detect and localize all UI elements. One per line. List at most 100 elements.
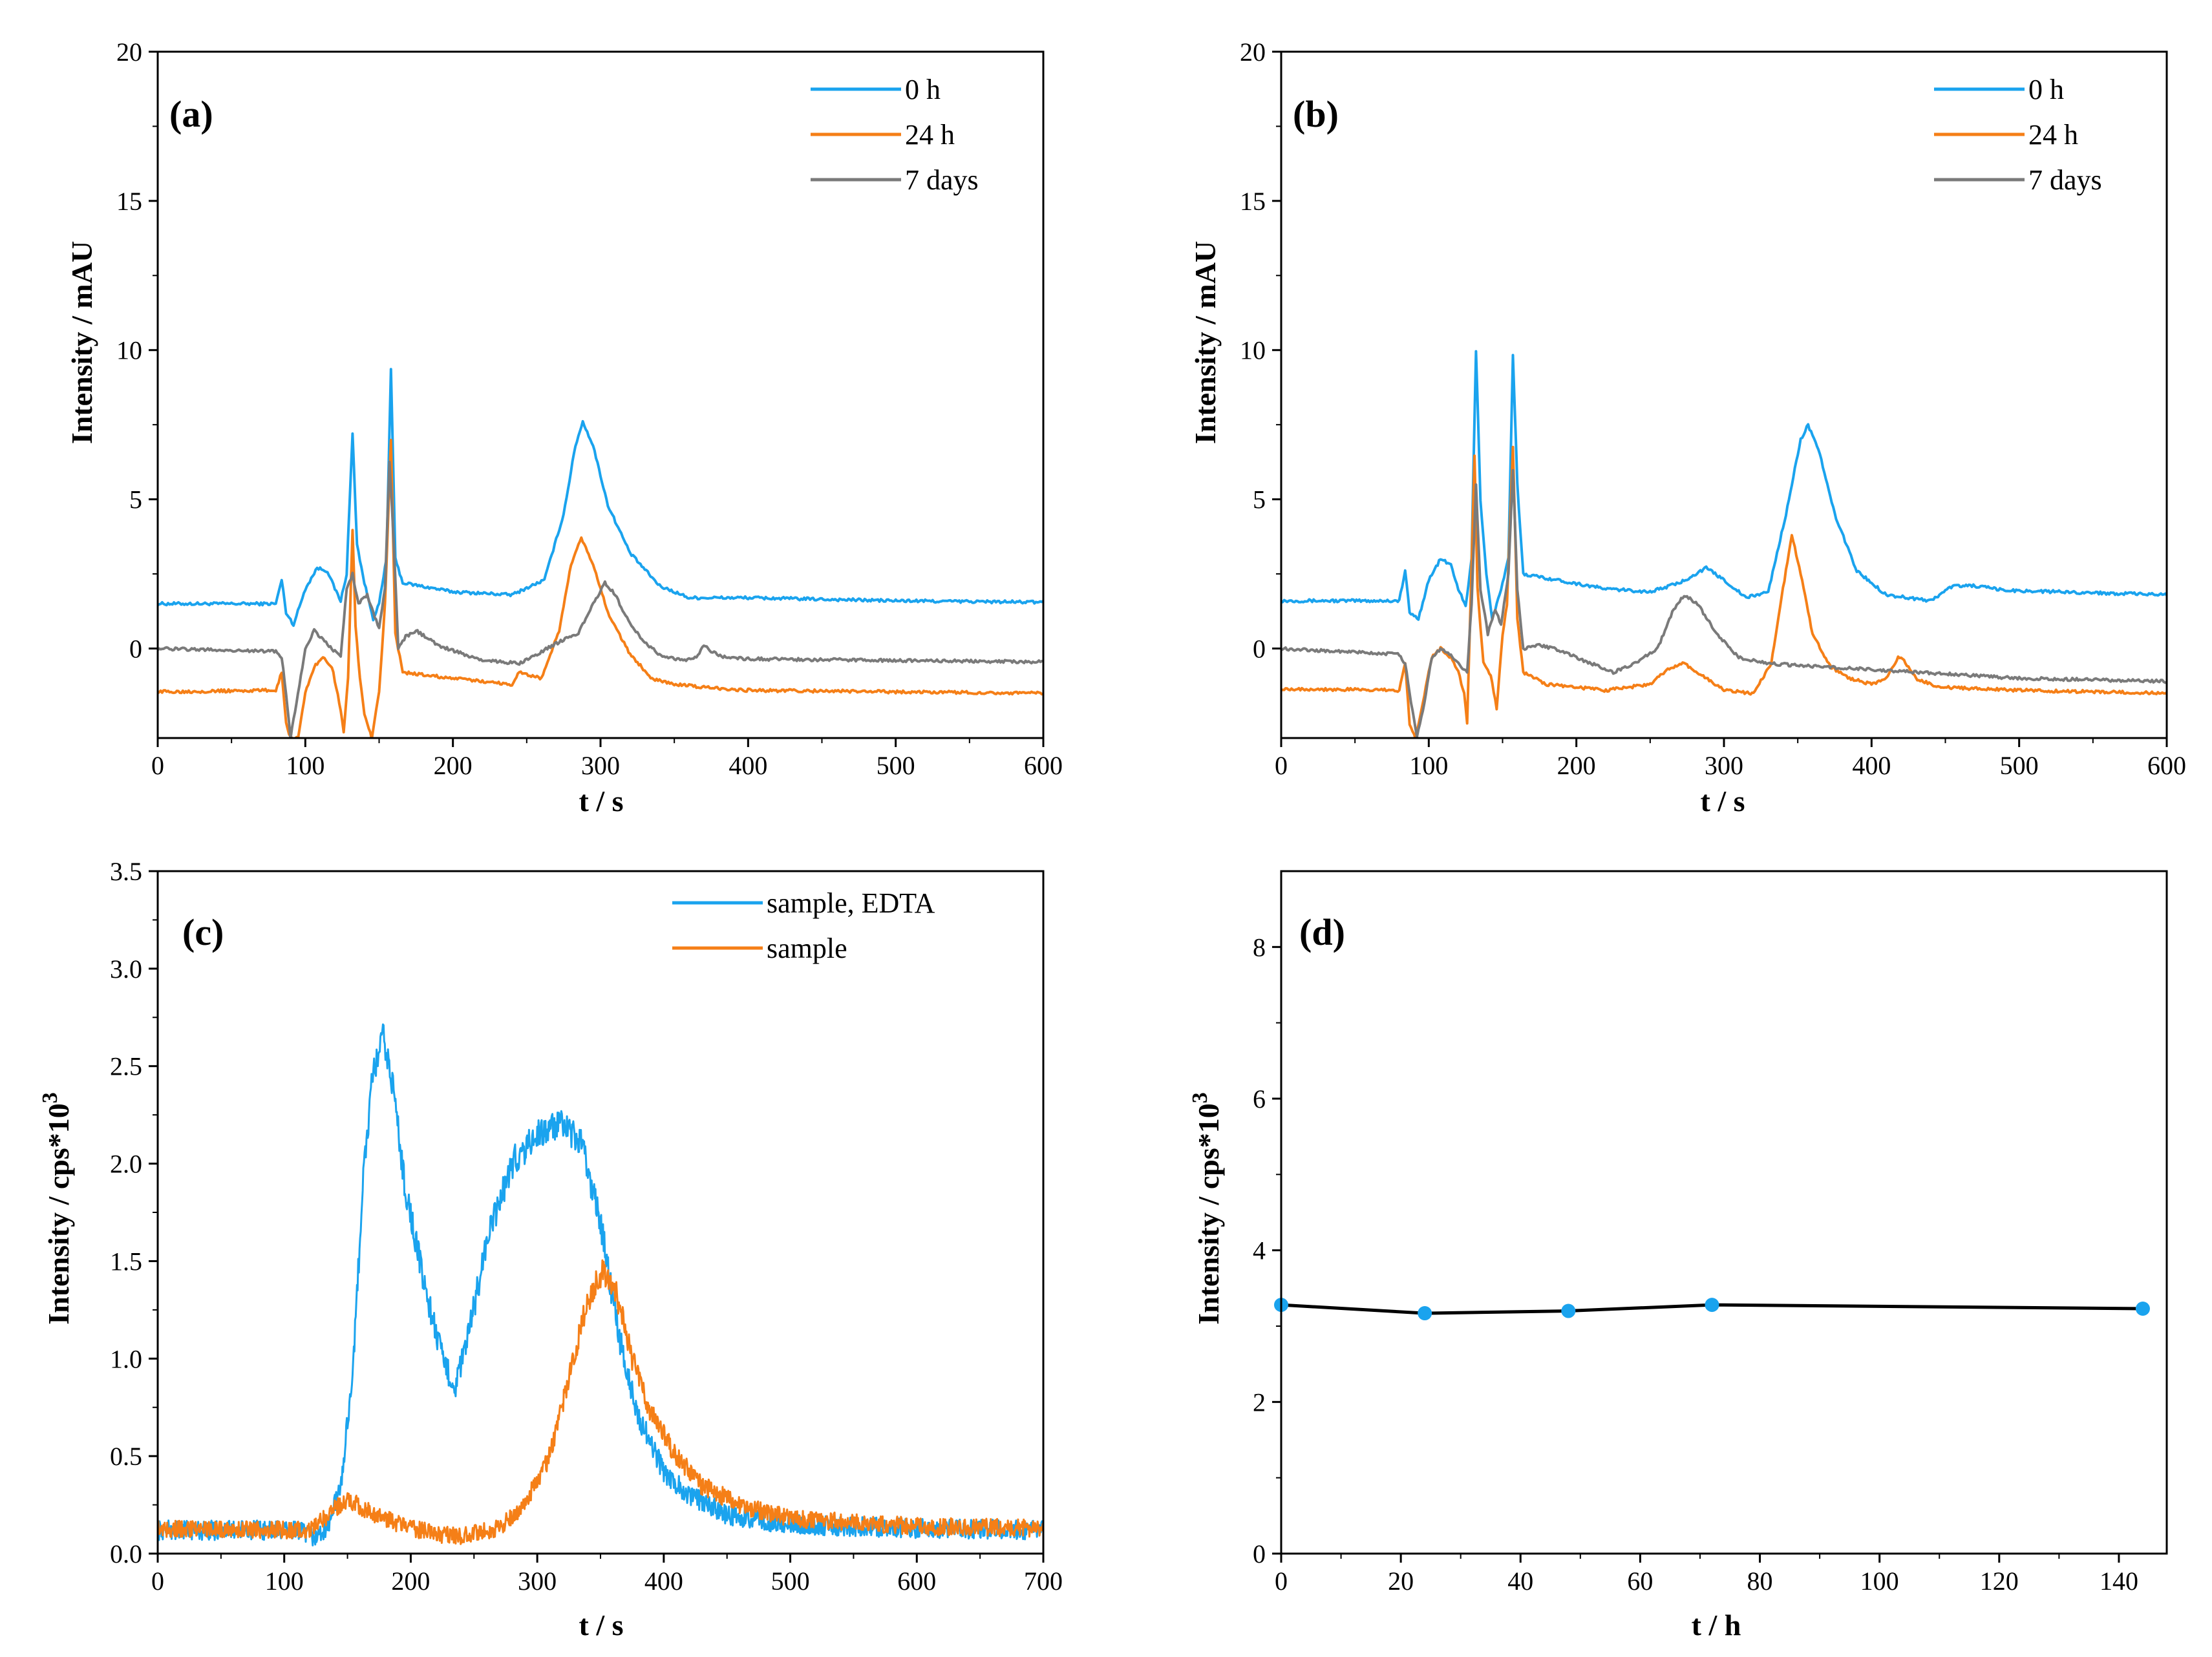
data-point-d-1	[1418, 1306, 1432, 1321]
legend-label-a-1: 24 h	[905, 119, 955, 151]
y-tick-d-1: 2	[1253, 1388, 1266, 1417]
plot-b-series	[1281, 350, 2167, 738]
legend-label-b-1: 24 h	[2028, 119, 2078, 151]
x-tick-c-6: 600	[897, 1567, 936, 1596]
y-tick-c-4: 2.0	[110, 1150, 142, 1179]
y-axis-label-c-text: Intensity / cps*10	[42, 1103, 75, 1324]
legend-label-b-0: 0 h	[2028, 74, 2064, 105]
y-tick-b-4: 20	[1240, 37, 1266, 67]
plot-frame-b	[1280, 50, 2168, 739]
data-point-d-2	[1561, 1303, 1576, 1318]
plot-frame-d	[1280, 870, 2168, 1555]
y-tick-b-0: 0	[1253, 634, 1266, 663]
panel-label-c: (c)	[182, 911, 224, 953]
legend-b: 0 h 24 h 7 days	[1934, 74, 2102, 196]
plot-c-axes: 0 100 200 300 400 500 600 700 0.0 0.5 1.0 1.5 2.0 2.5…	[110, 857, 1063, 1596]
plot-a-series	[158, 368, 1043, 738]
x-tick-c-4: 400	[644, 1567, 683, 1596]
x-tick-a-0: 0	[151, 751, 164, 780]
y-tick-a-4: 20	[116, 37, 142, 67]
series-line-a-0-h	[158, 368, 1043, 628]
y-tick-c-5: 2.5	[110, 1052, 142, 1081]
y-tick-c-1: 0.5	[110, 1442, 142, 1471]
y-tick-a-2: 10	[116, 336, 142, 365]
series-line-b-0-h	[1281, 350, 2167, 621]
x-tick-d-3: 60	[1627, 1567, 1653, 1596]
panel-b: 0 100 200 300 400 500 600 0 5 10 15 20 (b) t / s In…	[1189, 37, 2186, 818]
x-tick-b-5: 500	[2000, 751, 2039, 780]
x-tick-a-6: 600	[1024, 751, 1063, 780]
panel-label-b: (b)	[1293, 93, 1339, 135]
data-point-d-3	[1705, 1298, 1719, 1313]
plot-frame-c	[156, 870, 1045, 1555]
legend-label-a-0: 0 h	[905, 74, 941, 105]
x-axis-label-c: t / s	[579, 1609, 624, 1641]
panel-label-d: (d)	[1299, 911, 1345, 953]
plot-frame-a	[156, 50, 1045, 739]
legend-label-c-1: sample	[767, 933, 847, 964]
x-tick-a-2: 200	[434, 751, 473, 780]
x-tick-a-4: 400	[728, 751, 767, 780]
legend-a: 0 h 24 h 7 days	[811, 74, 979, 196]
panel-a: 0 100 200 300 400 500 600 0 5 10 15 20 (a) t / s In…	[65, 37, 1063, 818]
x-tick-c-0: 0	[151, 1567, 164, 1596]
legend-label-a-2: 7 days	[905, 164, 979, 196]
x-tick-d-0: 0	[1275, 1567, 1288, 1596]
x-tick-b-3: 300	[1705, 751, 1743, 780]
y-tick-a-1: 5	[129, 485, 142, 514]
series-line-b-7-days	[1281, 469, 2167, 738]
x-tick-c-1: 100	[265, 1567, 304, 1596]
x-tick-c-5: 500	[771, 1567, 810, 1596]
legend-label-b-2: 7 days	[2028, 164, 2102, 196]
y-axis-label-d: Intensity / cps*103	[1188, 1092, 1225, 1324]
x-tick-b-4: 400	[1852, 751, 1891, 780]
x-tick-b-1: 100	[1409, 751, 1448, 780]
panel-c: 0 100 200 300 400 500 600 700 0.0 0.5 1.0 1.5 2.0 2.5…	[38, 857, 1063, 1641]
x-tick-d-2: 40	[1507, 1567, 1533, 1596]
x-tick-c-2: 200	[391, 1567, 430, 1596]
y-tick-c-7: 3.5	[110, 857, 142, 886]
series-line-c-sample	[158, 1259, 1043, 1545]
y-tick-c-2: 1.0	[110, 1344, 142, 1373]
y-axis-label-d-text: Intensity / cps*10	[1192, 1103, 1225, 1324]
y-tick-c-6: 3.0	[110, 955, 142, 984]
y-tick-c-0: 0.0	[110, 1539, 142, 1568]
legend-c: sample, EDTA sample	[672, 887, 935, 964]
x-tick-a-3: 300	[581, 751, 620, 780]
plot-d-series	[1274, 1298, 2150, 1321]
y-tick-d-0: 0	[1253, 1539, 1266, 1568]
x-tick-d-5: 100	[1860, 1567, 1899, 1596]
y-tick-d-2: 4	[1253, 1236, 1266, 1265]
plot-a-axes: 0 100 200 300 400 500 600 0 5 10 15 20	[116, 37, 1063, 780]
y-axis-label-a: Intensity / mAU	[65, 241, 98, 444]
x-tick-d-7: 140	[2100, 1567, 2138, 1596]
plot-b-axes: 0 100 200 300 400 500 600 0 5 10 15 20	[1240, 37, 2186, 780]
x-tick-b-0: 0	[1275, 751, 1288, 780]
x-tick-a-1: 100	[286, 751, 324, 780]
x-tick-d-6: 120	[1980, 1567, 2019, 1596]
x-tick-b-2: 200	[1557, 751, 1596, 780]
x-axis-label-a: t / s	[579, 785, 624, 818]
x-tick-d-4: 80	[1747, 1567, 1773, 1596]
y-tick-b-3: 15	[1240, 187, 1266, 216]
data-point-d-4	[2135, 1302, 2150, 1316]
y-tick-b-1: 5	[1253, 485, 1266, 514]
y-tick-a-0: 0	[129, 634, 142, 663]
panel-d: 0 20 40 60 80 100 120 140 0 2 4 6 8 (d) t / h Intens…	[1188, 870, 2168, 1641]
x-tick-c-3: 300	[518, 1567, 557, 1596]
legend-label-c-0: sample, EDTA	[767, 887, 935, 919]
panel-label-a: (a)	[169, 93, 213, 135]
y-axis-label-b: Intensity / mAU	[1189, 241, 1222, 444]
plot-c-series	[158, 1023, 1043, 1546]
y-tick-d-3: 6	[1253, 1084, 1266, 1113]
series-line-a-7-days	[158, 460, 1043, 738]
y-axis-label-d-exponent: 3	[1188, 1092, 1212, 1103]
x-tick-d-1: 20	[1388, 1567, 1414, 1596]
x-tick-c-7: 700	[1024, 1567, 1063, 1596]
x-tick-b-6: 600	[2147, 751, 2186, 780]
y-axis-label-c-exponent: 3	[38, 1092, 62, 1103]
y-tick-d-4: 8	[1253, 933, 1266, 962]
y-tick-a-3: 15	[116, 187, 142, 216]
y-tick-b-2: 10	[1240, 336, 1266, 365]
